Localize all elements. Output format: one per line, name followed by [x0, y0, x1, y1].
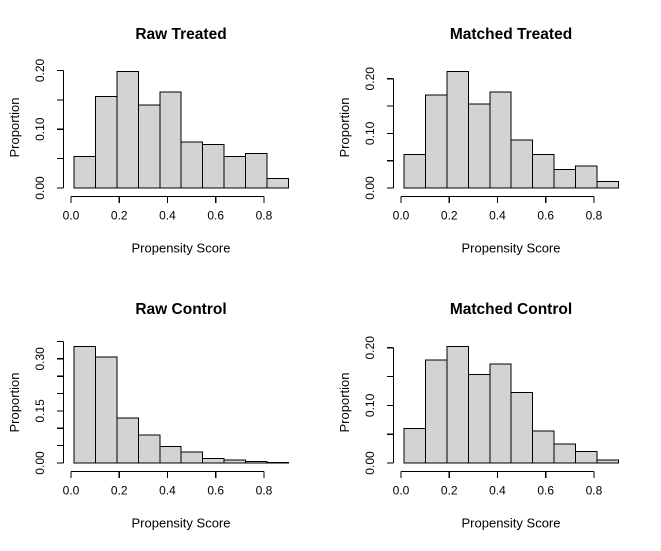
- y-tick-label: 0.00: [363, 176, 377, 200]
- x-tick-label: 0.0: [393, 484, 410, 498]
- x-tick-label: 0.4: [159, 484, 176, 498]
- histogram-bar: [489, 363, 512, 464]
- histogram-raw-treated: Raw Treated 0.00 0.10 0.20 0.0 0.2 0.4 0.6 0.8 Pr…: [7, 26, 290, 256]
- histogram-bar: [596, 180, 620, 189]
- histogram-bar: [532, 430, 555, 464]
- histogram-bar: [266, 178, 290, 189]
- x-axis-title: Propensity Score: [462, 516, 561, 531]
- histogram-bar: [467, 103, 491, 189]
- x-tick-label: 0.6: [207, 484, 224, 498]
- histogram-bar: [180, 451, 204, 464]
- histogram-bar: [245, 461, 268, 464]
- histogram-bar: [180, 141, 204, 189]
- histogram-bar: [223, 155, 247, 189]
- y-axis-title: Proportion: [337, 373, 352, 433]
- histogram-bar: [446, 71, 469, 189]
- y-axis-title: Proportion: [337, 98, 352, 158]
- histogram-matched-treated: Matched Treated 0.00 0.10 0.20 0.0 0.2 0.4 0.6 0…: [337, 26, 620, 256]
- x-axis-title: Propensity Score: [132, 516, 231, 531]
- y-axis-title: Proportion: [7, 98, 22, 158]
- panel-title: Matched Treated: [450, 26, 572, 43]
- y-tick-label: 0.30: [33, 347, 47, 371]
- histogram-bar: [73, 155, 96, 189]
- y-tick-label: 0.00: [33, 176, 47, 200]
- histogram-bar: [73, 346, 96, 464]
- histogram-bar: [510, 392, 534, 464]
- histogram-bar: [489, 91, 512, 189]
- y-axis-title: Proportion: [7, 373, 22, 433]
- x-tick-label: 0.2: [111, 484, 128, 498]
- histogram-bar: [94, 95, 118, 189]
- histogram-bar: [266, 461, 290, 464]
- x-tick-label: 0.0: [63, 484, 80, 498]
- x-axis-title: Propensity Score: [132, 241, 231, 256]
- histogram-bar: [94, 356, 118, 464]
- histogram-bar: [245, 152, 268, 189]
- x-tick-label: 0.2: [441, 484, 458, 498]
- histogram-bar: [202, 457, 225, 464]
- histogram-bar: [553, 443, 577, 464]
- panel-title: Raw Treated: [135, 26, 226, 43]
- y-tick-label: 0.10: [363, 393, 377, 417]
- histogram-bar: [403, 427, 426, 464]
- histogram-bar: [223, 459, 247, 464]
- y-tick-label: 0.20: [363, 336, 377, 360]
- x-tick-label: 0.6: [537, 484, 554, 498]
- y-tick-label: 0.00: [33, 451, 47, 475]
- histogram-matched-control: Matched Control 0.00 0.10 0.20 0.0 0.2 0.4 0.6 0…: [337, 301, 620, 531]
- histogram-bar: [467, 373, 491, 464]
- histogram-bar: [424, 359, 448, 464]
- x-tick-label: 0.6: [537, 209, 554, 223]
- x-tick-label: 0.4: [159, 209, 176, 223]
- histogram-raw-control: Raw Control 0.00 0.15 0.30 0.0 0.2 0.4 0.6 0.8 Pr…: [7, 301, 290, 531]
- x-tick-label: 0.8: [256, 484, 273, 498]
- y-tick-label: 0.20: [33, 58, 47, 82]
- x-tick-label: 0.6: [207, 209, 224, 223]
- histogram-bar: [510, 139, 534, 189]
- histogram-bar: [424, 94, 448, 189]
- histogram-bar: [159, 445, 182, 464]
- panel-title: Raw Control: [135, 301, 226, 318]
- x-tick-label: 0.0: [393, 209, 410, 223]
- histogram-bar: [137, 434, 161, 464]
- x-tick-label: 0.0: [63, 209, 80, 223]
- x-axis-title: Propensity Score: [462, 241, 561, 256]
- histogram-bar: [596, 459, 620, 464]
- x-tick-label: 0.4: [489, 209, 506, 223]
- histogram-bar: [116, 417, 139, 464]
- x-tick-label: 0.8: [586, 484, 603, 498]
- y-tick-label: 0.00: [363, 451, 377, 475]
- x-tick-label: 0.2: [441, 209, 458, 223]
- histogram-bar: [532, 154, 555, 189]
- histogram-bar: [403, 154, 426, 189]
- panel-title: Matched Control: [450, 301, 572, 318]
- y-tick-label: 0.15: [33, 399, 47, 423]
- x-tick-label: 0.8: [586, 209, 603, 223]
- histogram-bar: [116, 71, 139, 189]
- histogram-bar: [575, 450, 598, 464]
- histogram-bar: [553, 168, 577, 189]
- y-tick-label: 0.20: [363, 67, 377, 91]
- histogram-bar: [446, 346, 469, 464]
- x-tick-label: 0.8: [256, 209, 273, 223]
- x-tick-label: 0.4: [489, 484, 506, 498]
- histogram-bar: [137, 104, 161, 189]
- histogram-bar: [575, 165, 598, 189]
- y-tick-label: 0.10: [33, 117, 47, 141]
- x-tick-label: 0.2: [111, 209, 128, 223]
- histogram-bar: [159, 91, 182, 189]
- histogram-bar: [202, 144, 225, 189]
- y-tick-label: 0.10: [363, 121, 377, 145]
